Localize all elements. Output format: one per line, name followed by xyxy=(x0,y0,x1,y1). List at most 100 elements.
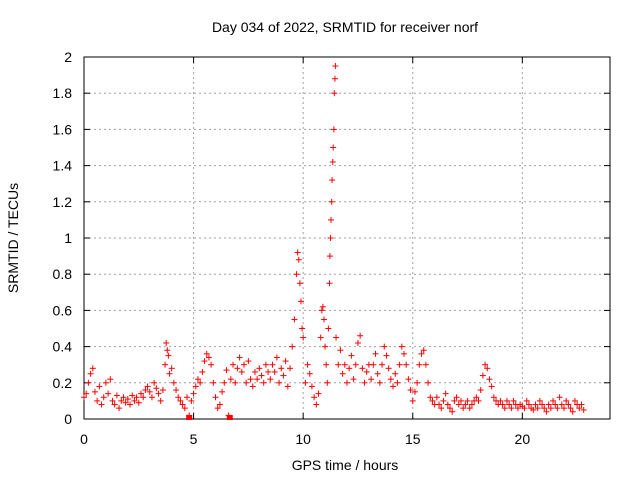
data-point xyxy=(243,379,250,386)
data-point xyxy=(162,361,169,368)
data-point xyxy=(329,158,336,165)
data-point xyxy=(311,394,318,401)
data-point xyxy=(499,401,506,408)
data-point xyxy=(317,334,324,341)
data-point xyxy=(256,365,263,372)
data-point xyxy=(484,365,491,372)
data-point xyxy=(142,387,149,394)
data-point xyxy=(282,358,289,365)
data-point xyxy=(230,361,237,368)
data-point xyxy=(407,387,414,394)
data-point xyxy=(354,339,361,346)
data-point xyxy=(129,392,136,399)
data-point xyxy=(137,390,144,397)
data-point xyxy=(425,379,432,386)
data-point xyxy=(331,75,338,82)
data-point xyxy=(394,379,401,386)
data-point xyxy=(429,397,436,404)
data-point xyxy=(327,235,334,241)
data-point xyxy=(107,376,114,383)
y-tick-label: 1.4 xyxy=(53,158,73,174)
data-point xyxy=(166,370,173,377)
data-point xyxy=(251,368,258,375)
axis-ticks xyxy=(83,56,610,420)
data-point xyxy=(133,394,140,401)
y-tick-label: 1.2 xyxy=(53,194,73,210)
data-point xyxy=(563,397,570,404)
data-point xyxy=(153,385,160,392)
data-point xyxy=(306,370,313,377)
data-point xyxy=(547,405,554,412)
data-point xyxy=(477,387,484,394)
data-point xyxy=(368,376,375,383)
data-point xyxy=(374,370,381,377)
data-point xyxy=(315,390,322,397)
data-point xyxy=(221,379,228,386)
data-point xyxy=(385,365,392,372)
data-point xyxy=(337,347,344,354)
y-tick-labels: 0 0.2 0.4 0.6 0.8 1 1.2 1.4 1.6 1.8 2 xyxy=(53,49,73,427)
data-point xyxy=(497,397,504,404)
data-point xyxy=(370,361,377,368)
data-point xyxy=(212,394,219,401)
data-point xyxy=(159,387,166,394)
data-point xyxy=(436,401,443,408)
data-point xyxy=(329,177,336,184)
data-point xyxy=(422,361,429,368)
data-point xyxy=(558,401,565,408)
data-point xyxy=(269,361,276,368)
data-point xyxy=(135,399,142,406)
data-point xyxy=(308,383,315,390)
data-point xyxy=(440,397,447,404)
data-point xyxy=(332,63,339,70)
y-tick-label: 0.2 xyxy=(53,375,73,391)
data-point xyxy=(155,390,162,397)
data-point xyxy=(396,361,403,368)
chart-title: Day 034 of 2022, SRMTID for receiver nor… xyxy=(212,19,478,35)
data-point xyxy=(168,365,175,372)
square-marker xyxy=(186,415,193,420)
data-point xyxy=(223,367,230,374)
data-point xyxy=(287,365,294,372)
data-point xyxy=(293,271,300,278)
y-tick-label: 1.6 xyxy=(53,121,73,137)
x-tick-label: 15 xyxy=(405,431,421,447)
data-point xyxy=(140,394,147,401)
data-point xyxy=(94,397,101,404)
data-point xyxy=(383,352,390,359)
data-point xyxy=(427,394,434,401)
data-point xyxy=(276,379,283,386)
data-point xyxy=(486,376,493,383)
data-point xyxy=(179,401,186,408)
data-point xyxy=(339,370,346,377)
data-point xyxy=(398,343,405,350)
data-point xyxy=(89,365,96,372)
data-point xyxy=(414,379,421,386)
data-point xyxy=(565,401,572,408)
data-point xyxy=(262,361,269,368)
data-point xyxy=(313,401,320,408)
data-point xyxy=(560,405,567,412)
data-point xyxy=(98,401,105,408)
data-point xyxy=(124,396,131,403)
data-point xyxy=(273,354,280,361)
data-point xyxy=(539,401,546,408)
data-point xyxy=(554,405,561,412)
data-point xyxy=(333,334,340,341)
data-point xyxy=(278,365,285,372)
data-point xyxy=(571,397,578,404)
data-point xyxy=(151,379,158,386)
data-point xyxy=(318,307,325,314)
data-point xyxy=(127,401,134,408)
data-point xyxy=(116,405,123,412)
x-axis-title: GPS time / hours xyxy=(292,457,399,473)
data-point xyxy=(541,405,548,412)
data-point xyxy=(197,379,204,386)
data-point xyxy=(105,390,112,397)
x-tick-label: 20 xyxy=(515,431,531,447)
data-point xyxy=(567,405,574,412)
data-point xyxy=(521,405,528,412)
data-point xyxy=(350,376,357,383)
data-point xyxy=(208,361,215,368)
data-point xyxy=(348,352,355,359)
